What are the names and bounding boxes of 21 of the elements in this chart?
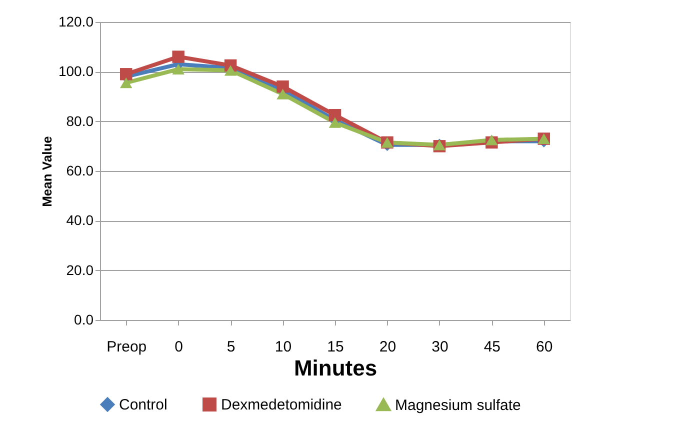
x-axis-title: Minutes — [294, 356, 378, 380]
y-tick-label: 80.0 — [66, 112, 94, 129]
legend-label: Control — [119, 396, 168, 414]
x-tick-label: 20 — [379, 338, 396, 356]
y-tick-label: 60.0 — [66, 162, 94, 178]
y-tick-label: 120.0 — [58, 14, 94, 30]
y-tick-label: 20.0 — [66, 262, 94, 278]
y-axis-title: Mean Value — [39, 136, 54, 207]
y-tick-label: 0.0 — [74, 312, 94, 328]
x-tick-label: 30 — [432, 338, 448, 356]
x-tick-label: 15 — [327, 338, 344, 356]
x-tick-label: 0 — [174, 338, 184, 356]
x-tick-label: 10 — [274, 338, 292, 356]
y-tick-label: 40.0 — [66, 212, 94, 228]
y-tick-label: 100.0 — [58, 63, 94, 80]
x-tick-label: 45 — [484, 338, 501, 356]
x-tick-label: 60 — [536, 338, 553, 356]
x-tick-label: Preop — [106, 338, 147, 356]
x-tick-label: 5 — [226, 338, 236, 356]
legend-label: Magnesium sulfate — [395, 396, 521, 414]
legend-label: Dexmedetomidine — [221, 396, 342, 414]
